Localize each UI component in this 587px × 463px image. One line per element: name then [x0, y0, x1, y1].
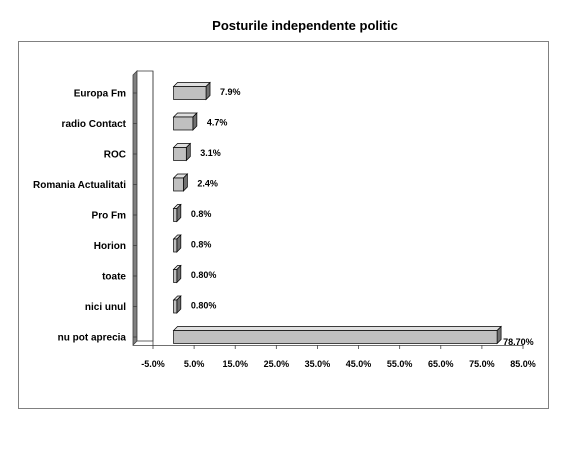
bar-front-face: [173, 299, 178, 314]
bar-front-face: [173, 238, 178, 253]
bar: [172, 173, 189, 192]
category-label: Romania Actualitati: [33, 180, 126, 191]
value-tick-label: 15.0%: [222, 359, 248, 369]
value-tick-label: 55.0%: [387, 359, 413, 369]
data-label: 0.80%: [191, 270, 217, 280]
data-label: 0.80%: [191, 301, 217, 311]
bar: [172, 234, 182, 253]
bar-front-face: [173, 86, 207, 100]
data-label: 3.1%: [200, 148, 221, 158]
plot-area: Europa Fm radio Contact ROC Romania Actuali…: [33, 70, 536, 369]
category-label: radio Contact: [62, 119, 127, 130]
bar-front-face: [173, 269, 178, 283]
chart-area-border: [18, 41, 549, 409]
data-label: 78.70%: [503, 337, 534, 347]
chart-title: Posturile independente politic: [212, 18, 398, 33]
bar-front-face: [173, 177, 184, 192]
data-label: 2.4%: [197, 179, 218, 189]
value-tick-label: 75.0%: [469, 359, 495, 369]
value-tick-label: 65.0%: [428, 359, 454, 369]
bar-front-face: [173, 147, 187, 161]
bar-top-face: [172, 326, 502, 331]
category-label: Pro Fm: [92, 211, 127, 222]
bar: [172, 295, 182, 314]
value-tick-label: 45.0%: [346, 359, 372, 369]
bar-front-face: [173, 116, 194, 131]
value-tick-label: 25.0%: [264, 359, 290, 369]
value-tick-label: -5.0%: [141, 359, 165, 369]
axis-wall-front: [136, 70, 154, 342]
value-tick-label: 35.0%: [305, 359, 331, 369]
category-label: toate: [102, 272, 126, 283]
bar-front-face: [173, 330, 498, 344]
data-label: 0.8%: [191, 240, 212, 250]
data-label: 7.9%: [220, 87, 241, 97]
category-label: nu pot aprecia: [58, 333, 127, 344]
bar-front-face: [173, 208, 178, 222]
category-label: ROC: [104, 150, 126, 161]
category-label: Europa Fm: [74, 89, 126, 100]
bar: [172, 142, 192, 162]
axis-wall-side: [132, 70, 138, 346]
bar: [172, 112, 198, 131]
bar: [172, 325, 502, 345]
bar: [172, 81, 211, 101]
value-tick-label: 5.0%: [184, 359, 205, 369]
category-label: nici unul: [85, 302, 126, 313]
bar: [172, 203, 182, 223]
data-label: 0.8%: [191, 209, 212, 219]
data-label: 4.7%: [207, 118, 228, 128]
bar: [172, 264, 182, 284]
bar-top-face: [172, 82, 211, 87]
category-label: Horion: [94, 241, 126, 252]
value-tick-label: 85.0%: [510, 359, 536, 369]
